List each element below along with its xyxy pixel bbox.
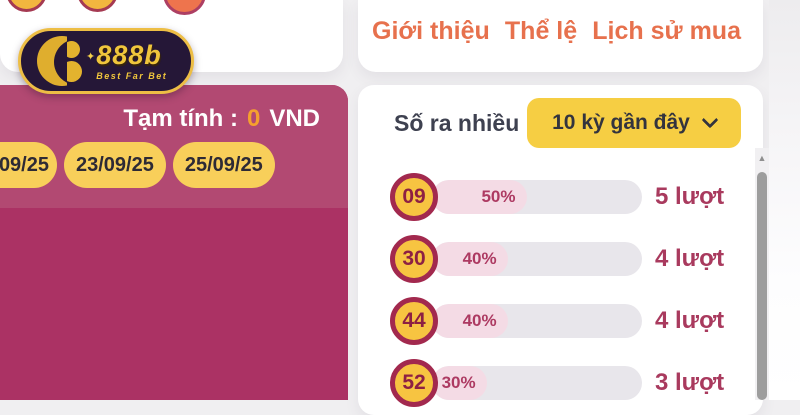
count-label: 4 lượt xyxy=(655,307,725,334)
count-label: 3 lượt xyxy=(655,369,725,396)
provisional-total: Tạm tính : 0 VND xyxy=(123,105,320,133)
stats-row: 52 30% 3 lượt xyxy=(390,359,741,407)
percent-label: 30% xyxy=(441,373,476,392)
frequency-bar: 40% xyxy=(432,304,642,338)
stats-row: 44 40% 4 lượt xyxy=(390,297,741,345)
lottery-ball-icon xyxy=(6,0,47,12)
scrollbar-thumb[interactable] xyxy=(757,172,767,400)
count-label: 5 lượt xyxy=(655,183,725,210)
stats-row: 09 50% 5 lượt xyxy=(390,173,741,221)
number-badge: 09 xyxy=(390,173,438,221)
currency-label: VND xyxy=(269,105,320,132)
frequency-bar: 50% xyxy=(432,180,642,214)
scroll-up-icon[interactable]: ▲ xyxy=(757,153,767,163)
percent-label: 40% xyxy=(462,311,497,330)
count-label: 4 lượt xyxy=(655,245,725,272)
frequent-numbers-card: Số ra nhiều 10 kỳ gần đây 09 50% 5 lượt … xyxy=(358,85,763,415)
number-badge: 30 xyxy=(390,235,438,283)
nav-link-the-le[interactable]: Thể lệ xyxy=(504,16,578,45)
frequency-bar: 30% xyxy=(432,366,642,400)
frequency-bar: 40% xyxy=(432,242,642,276)
period-dropdown-value: 10 kỳ gần đây xyxy=(552,111,690,134)
nav-card: Giới thiệu Thể lệ Lịch sử mua xyxy=(358,0,763,72)
date-tab[interactable]: 23/09/25 xyxy=(64,142,166,188)
scrollbar[interactable]: ▲ xyxy=(755,148,769,400)
stats-row: 30 40% 4 lượt xyxy=(390,235,741,283)
percent-label: 50% xyxy=(481,187,516,206)
page-margin xyxy=(769,0,800,400)
chevron-down-icon xyxy=(701,111,719,128)
nav-link-lich-su-mua[interactable]: Lịch sử mua xyxy=(592,16,741,45)
stats-title: Số ra nhiều xyxy=(394,109,520,136)
moon-icon xyxy=(37,36,67,86)
provisional-total-label: Tạm tính : xyxy=(123,105,238,132)
nav-link-gioi-thieu[interactable]: Giới thiệu xyxy=(372,16,490,45)
lottery-ball-icon xyxy=(77,0,118,12)
number-badge: 44 xyxy=(390,297,438,345)
brand-name: 888b xyxy=(96,39,162,70)
date-tab[interactable]: 25/09/25 xyxy=(172,142,275,188)
stats-rows: 09 50% 5 lượt 30 40% 4 lượt 44 40% 4 lượ… xyxy=(358,173,763,407)
bet-panel: Tạm tính : 0 VND 09/25 23/09/25 25/09/25 xyxy=(0,85,348,400)
brand-tagline: Best Far Bet xyxy=(96,70,168,81)
percent-label: 40% xyxy=(462,249,497,268)
date-tabs: 09/25 23/09/25 25/09/25 xyxy=(0,142,275,188)
brand-logo[interactable]: ✦ 888b Best Far Bet xyxy=(18,28,194,94)
spark-icon: ✦ xyxy=(86,50,96,63)
provisional-total-amount: 0 xyxy=(246,105,261,132)
period-dropdown[interactable]: 10 kỳ gần đây xyxy=(527,98,741,148)
lottery-ball-icon xyxy=(163,0,206,15)
date-tab[interactable]: 09/25 xyxy=(0,142,57,188)
bet-panel-header xyxy=(0,85,348,208)
